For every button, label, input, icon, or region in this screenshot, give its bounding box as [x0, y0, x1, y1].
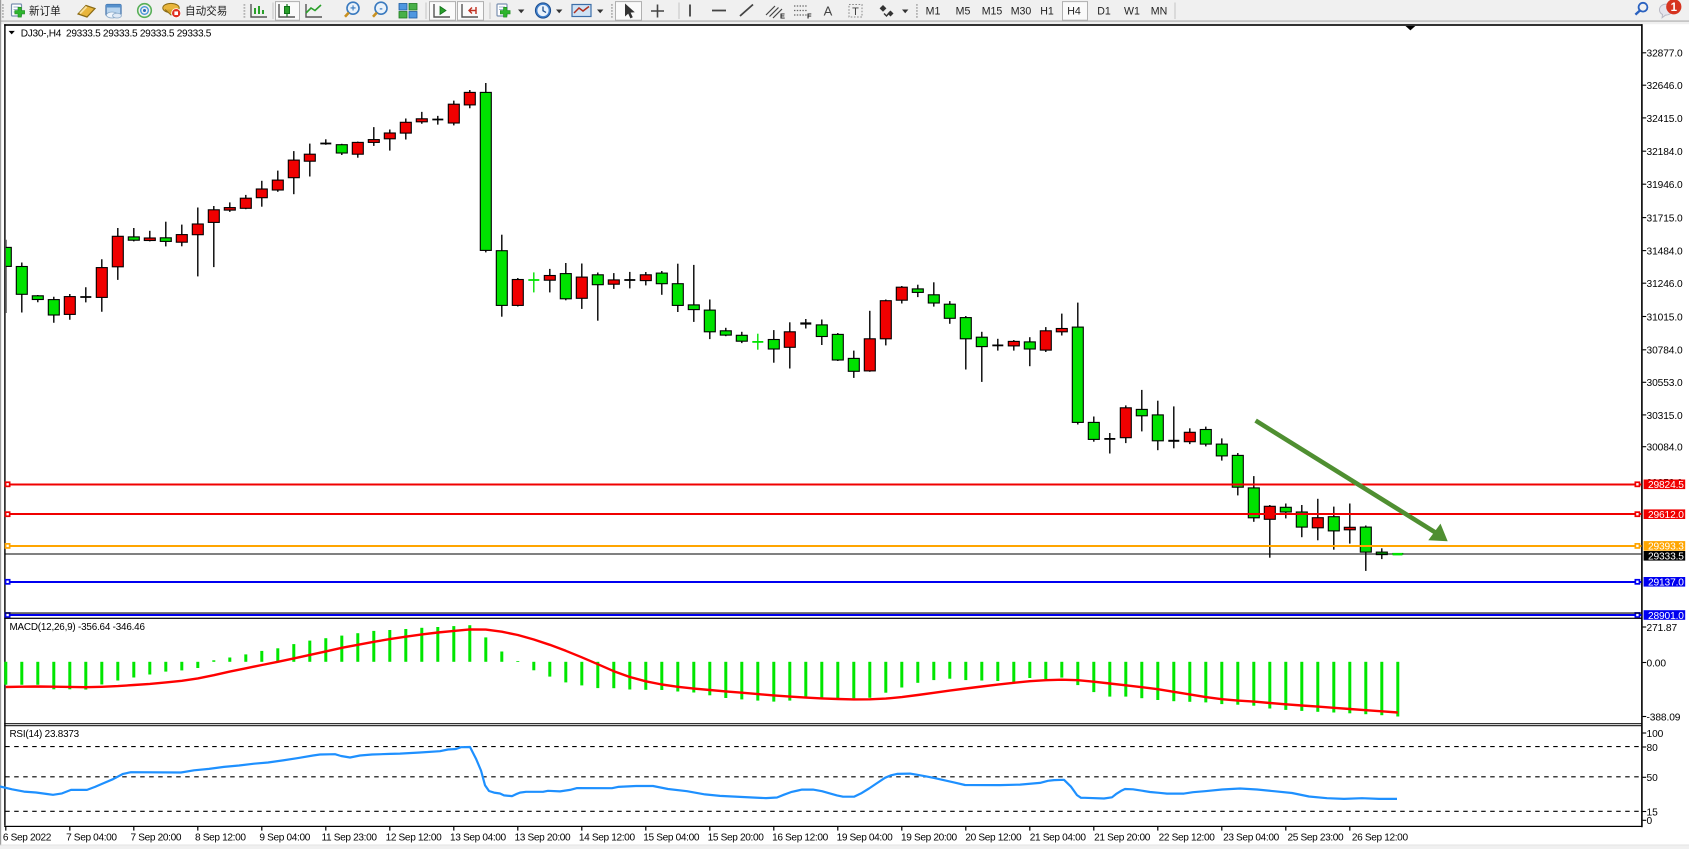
- svg-text:31484.0: 31484.0: [1647, 247, 1684, 258]
- svg-text:31946.0: 31946.0: [1647, 180, 1684, 191]
- svg-text:32184.0: 32184.0: [1647, 147, 1684, 158]
- svg-text:自动交易: 自动交易: [185, 5, 227, 18]
- svg-text:M5: M5: [956, 6, 971, 18]
- svg-text:30315.0: 30315.0: [1647, 411, 1684, 422]
- svg-text:28901.0: 28901.0: [1648, 611, 1684, 622]
- svg-text:T: T: [852, 6, 859, 18]
- svg-text:新订单: 新订单: [29, 5, 61, 18]
- svg-text:31015.0: 31015.0: [1647, 312, 1684, 323]
- svg-text:26 Sep 12:00: 26 Sep 12:00: [1352, 833, 1409, 844]
- svg-text:M15: M15: [982, 6, 1003, 18]
- svg-text:32415.0: 32415.0: [1647, 114, 1684, 125]
- svg-text:14 Sep 12:00: 14 Sep 12:00: [579, 833, 636, 844]
- svg-text:0.00: 0.00: [1647, 658, 1667, 669]
- svg-text:M1: M1: [926, 6, 941, 18]
- svg-text:32877.0: 32877.0: [1647, 49, 1684, 60]
- svg-text:15: 15: [1647, 807, 1659, 818]
- svg-text:22 Sep 12:00: 22 Sep 12:00: [1159, 833, 1216, 844]
- svg-text:M30: M30: [1011, 6, 1032, 18]
- svg-text:21 Sep 20:00: 21 Sep 20:00: [1094, 833, 1151, 844]
- svg-text:+: +: [350, 4, 356, 15]
- svg-text:MACD(12,26,9) -356.64 -346.46: MACD(12,26,9) -356.64 -346.46: [10, 622, 146, 633]
- svg-text:50: 50: [1647, 773, 1659, 784]
- svg-text:16 Sep 12:00: 16 Sep 12:00: [772, 833, 829, 844]
- svg-text:30553.0: 30553.0: [1647, 378, 1684, 389]
- svg-text:MN: MN: [1151, 6, 1167, 18]
- svg-text:31246.0: 31246.0: [1647, 279, 1684, 290]
- svg-text:19 Sep 04:00: 19 Sep 04:00: [837, 833, 894, 844]
- svg-text:H1: H1: [1040, 6, 1054, 18]
- svg-text:23 Sep 04:00: 23 Sep 04:00: [1223, 833, 1280, 844]
- svg-text:12 Sep 12:00: 12 Sep 12:00: [386, 833, 443, 844]
- svg-text:-: -: [379, 4, 382, 15]
- svg-text:DJ30-,H4 29333.5 29333.5 2933: DJ30-,H4 29333.5 29333.5 29333.5 29333.5: [21, 29, 212, 40]
- svg-text:32646.0: 32646.0: [1647, 81, 1684, 92]
- svg-text:7 Sep 20:00: 7 Sep 20:00: [131, 833, 182, 844]
- svg-text:RSI(14) 23.8373: RSI(14) 23.8373: [10, 729, 80, 740]
- svg-text:A: A: [824, 3, 833, 18]
- svg-text:29137.0: 29137.0: [1648, 578, 1684, 589]
- svg-text:W1: W1: [1124, 6, 1140, 18]
- svg-text:13 Sep 04:00: 13 Sep 04:00: [450, 833, 507, 844]
- svg-text:13 Sep 20:00: 13 Sep 20:00: [514, 833, 571, 844]
- svg-text:E: E: [780, 12, 785, 21]
- svg-text:F: F: [807, 12, 812, 21]
- svg-text:1: 1: [1671, 2, 1678, 14]
- svg-text:29333.5: 29333.5: [1648, 552, 1684, 563]
- svg-text:30084.0: 30084.0: [1647, 443, 1684, 454]
- svg-text:6 Sep 2022: 6 Sep 2022: [3, 833, 52, 844]
- svg-text:15 Sep 04:00: 15 Sep 04:00: [643, 833, 700, 844]
- svg-text:7 Sep 04:00: 7 Sep 04:00: [66, 833, 117, 844]
- svg-text:-388.09: -388.09: [1647, 712, 1681, 723]
- svg-text:30784.0: 30784.0: [1647, 346, 1684, 357]
- svg-text:20 Sep 12:00: 20 Sep 12:00: [965, 833, 1022, 844]
- svg-text:8 Sep 12:00: 8 Sep 12:00: [195, 833, 246, 844]
- svg-text:H4: H4: [1067, 6, 1081, 18]
- svg-text:D1: D1: [1097, 6, 1111, 18]
- svg-text:21 Sep 04:00: 21 Sep 04:00: [1030, 833, 1087, 844]
- svg-text:11 Sep 23:00: 11 Sep 23:00: [322, 833, 378, 844]
- svg-text:25 Sep 23:00: 25 Sep 23:00: [1287, 833, 1344, 844]
- svg-text:271.87: 271.87: [1647, 623, 1678, 634]
- svg-text:29824.5: 29824.5: [1648, 480, 1684, 491]
- svg-text:80: 80: [1647, 743, 1659, 754]
- svg-text:19 Sep 20:00: 19 Sep 20:00: [901, 833, 958, 844]
- svg-text:29393.3: 29393.3: [1648, 542, 1684, 553]
- svg-text:15 Sep 20:00: 15 Sep 20:00: [708, 833, 765, 844]
- svg-text:31715.0: 31715.0: [1647, 214, 1684, 225]
- svg-text:100: 100: [1647, 729, 1664, 740]
- svg-text:29853.0: 29853.0: [1647, 478, 1684, 489]
- svg-text:9 Sep 04:00: 9 Sep 04:00: [259, 833, 310, 844]
- svg-text:29612.0: 29612.0: [1648, 510, 1684, 521]
- svg-text:0: 0: [1647, 816, 1653, 827]
